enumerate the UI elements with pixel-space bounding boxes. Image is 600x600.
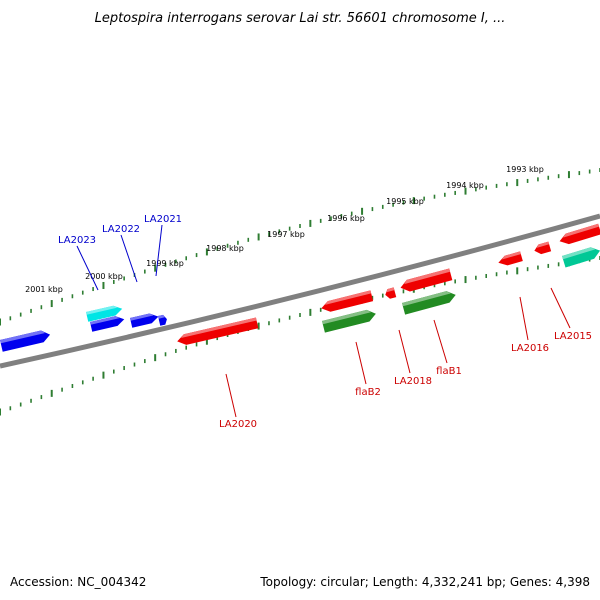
ruler-label: 1998 kbp (206, 244, 244, 253)
gene-arrow[interactable] (176, 317, 259, 347)
gene-arrow-body (0, 330, 51, 352)
gene-arrow-highlight (563, 223, 600, 238)
gene-arrow-highlight (502, 251, 521, 260)
ruler-label: 1995 kbp (386, 197, 424, 206)
ruler-label: 1997 kbp (267, 230, 305, 239)
gene-arrow-body (402, 291, 456, 315)
gene-label[interactable]: LA2018 (394, 376, 432, 387)
gene-labels: LA2023 LA2022 LA2021 LA2020 flaB2 LA2018 flaB1… (58, 214, 592, 430)
gene-arrow-body (322, 309, 376, 333)
accession-text: Accession: NC_004342 (10, 575, 146, 589)
gene-leader-line (550, 287, 571, 329)
gene-label[interactable]: LA2021 (144, 214, 182, 225)
gene-arrow-highlight (402, 291, 451, 307)
gene-arrow-highlight (562, 247, 596, 260)
gene-arrow-highlight (325, 290, 372, 305)
gene-arrow[interactable] (320, 290, 374, 313)
gene-label[interactable]: LA2015 (554, 331, 592, 342)
map-title: Leptospira interrogans serovar Lai str. … (95, 11, 506, 26)
ruler-bottom (0, 256, 600, 416)
ruler-label: 1999 kbp (146, 259, 184, 268)
gene-arrow[interactable] (533, 241, 552, 256)
gene-arrow-body (86, 305, 123, 322)
ruler-top (0, 168, 600, 326)
genes (0, 223, 600, 352)
gene-label[interactable]: flaB1 (436, 366, 462, 377)
gene-leader-line (433, 319, 448, 364)
gene-label[interactable]: LA2016 (511, 343, 549, 354)
gene-arrow[interactable] (497, 251, 523, 267)
gene-label[interactable]: LA2023 (58, 235, 96, 246)
gene-arrow[interactable] (562, 245, 600, 268)
ruler-label: 1996 kbp (327, 214, 365, 223)
gene-leaders (76, 224, 571, 418)
gene-arrow-highlight (86, 305, 118, 315)
gene-label[interactable]: LA2022 (102, 224, 140, 235)
gene-arrow[interactable] (0, 329, 51, 352)
gene-arrow[interactable] (402, 289, 457, 315)
gene-leader-line (355, 341, 367, 385)
gene-arrow-highlight (90, 316, 120, 325)
summary-text: Topology: circular; Length: 4,332,241 bp… (259, 575, 590, 589)
gene-arrow-highlight (404, 268, 451, 285)
gene-arrow[interactable] (322, 308, 377, 333)
gene-arrow-highlight (536, 241, 550, 248)
gene-arrow-highlight (158, 314, 165, 319)
ruler-labels: 1993 kbp 1994 kbp 1995 kbp 1996 kbp 1997 kbp… (25, 165, 544, 294)
gene-leader-line (398, 329, 411, 374)
gene-arrow-highlight (322, 309, 371, 325)
ruler-label: 1994 kbp (446, 181, 484, 190)
ruler-label: 2001 kbp (25, 285, 63, 294)
gene-leader-line (519, 296, 529, 341)
gene-arrow-highlight (180, 317, 257, 339)
gene-label[interactable]: LA2020 (219, 419, 257, 430)
gene-arrow[interactable] (86, 304, 123, 322)
gene-arrow-highlight (0, 330, 46, 344)
gene-leader-line (76, 245, 99, 291)
ruler-label: 1993 kbp (506, 165, 544, 174)
gene-arrow-body (562, 247, 600, 268)
gene-arrow[interactable] (158, 314, 168, 326)
chromosome-backbone (0, 213, 600, 369)
gene-arrow-highlight (130, 313, 154, 321)
gene-arrow-highlight (386, 287, 395, 293)
gene-arrow[interactable] (90, 314, 125, 332)
gene-leader-line (155, 224, 163, 277)
gene-leader-line (225, 373, 237, 418)
gene-arrow[interactable] (130, 312, 160, 328)
gene-leader-line (120, 234, 138, 283)
gene-arrow[interactable] (399, 268, 453, 294)
gene-label[interactable]: flaB2 (355, 387, 381, 398)
ruler-label: 2000 kbp (85, 272, 123, 281)
gene-arrow[interactable] (558, 223, 600, 247)
gene-arrow[interactable] (384, 287, 397, 299)
